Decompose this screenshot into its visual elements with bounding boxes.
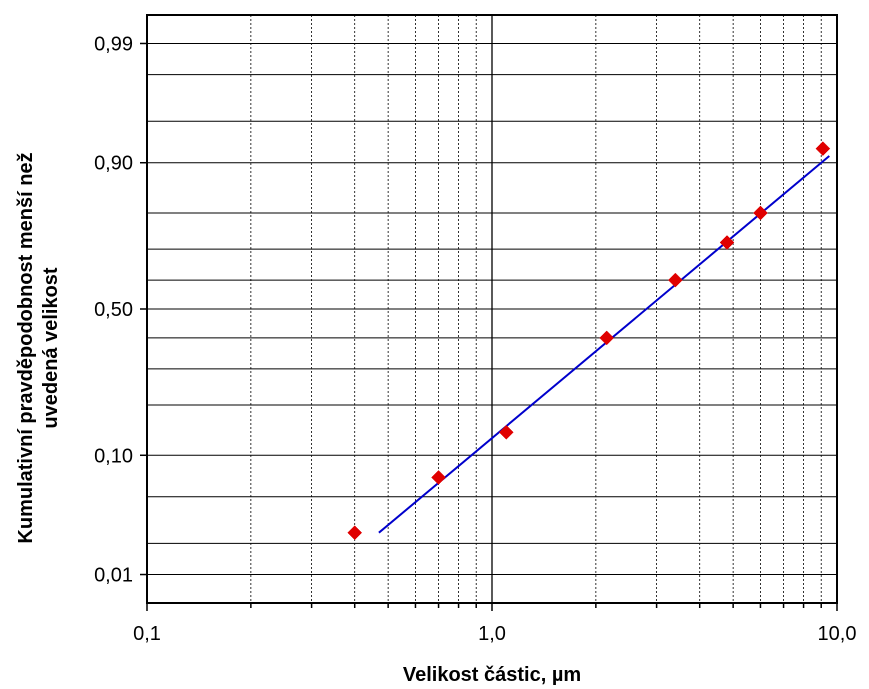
y-tick-label: 0,90	[94, 153, 133, 175]
data-point	[599, 330, 615, 346]
fit-lines	[378, 155, 830, 534]
data-points	[347, 141, 831, 541]
data-point	[753, 205, 768, 221]
data-point	[668, 272, 683, 288]
x-axis-title: Velikost částic, µm	[403, 664, 581, 686]
x-tick-label: 0,1	[133, 623, 161, 645]
y-tick-label: 0,99	[94, 33, 133, 55]
y-tick-label: 0,01	[94, 565, 133, 587]
data-point	[347, 525, 363, 541]
y-tick-label: 0,50	[94, 299, 133, 321]
data-point	[815, 141, 831, 156]
x-tick-label: 1,0	[478, 623, 506, 645]
y-axis-title-line2: uvedená velikost	[40, 267, 62, 429]
data-point	[719, 235, 735, 250]
data-point	[498, 424, 514, 440]
data-point	[431, 470, 446, 485]
y-axis-title-line1: Kumulativní pravděpodobnost menší než	[15, 152, 37, 543]
y-tick-label: 0,10	[94, 445, 133, 467]
x-tick-label: 10,0	[818, 623, 857, 645]
y-axis-ticks: 0,01 0,10 0,50 0,90 0,99	[94, 33, 147, 587]
fit-line	[378, 155, 830, 534]
grid	[147, 15, 837, 603]
x-axis-ticks: 0,1 1,0 10,0	[133, 603, 856, 645]
